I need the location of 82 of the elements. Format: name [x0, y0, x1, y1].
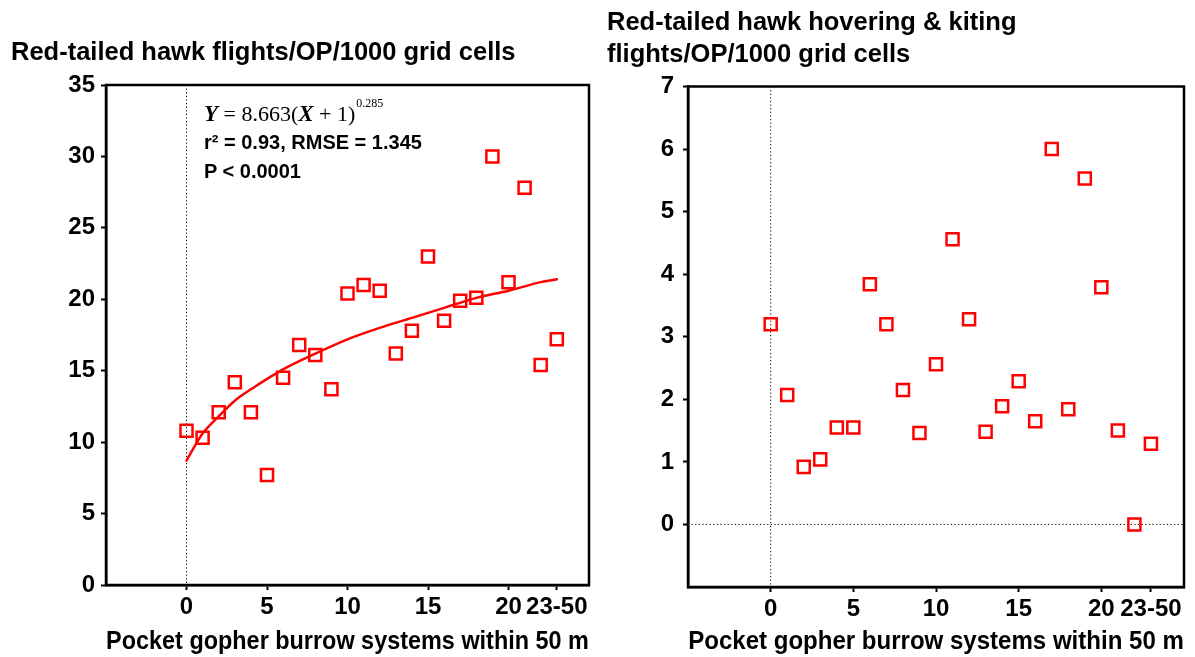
point [1110, 423, 1126, 438]
point [275, 370, 291, 386]
point [259, 467, 275, 483]
point [1094, 280, 1109, 295]
point [340, 286, 355, 301]
point [436, 313, 452, 328]
point [846, 420, 861, 435]
x-tick-label: 10 [334, 592, 361, 620]
point [1061, 402, 1076, 417]
point [1027, 413, 1043, 429]
y-tick-label: 25 [68, 212, 95, 240]
point [195, 430, 210, 446]
point [978, 424, 993, 440]
point [796, 459, 811, 475]
y-tick-label: 0 [81, 569, 95, 597]
point [420, 249, 436, 264]
point [308, 347, 323, 363]
x-tick-label: 5 [846, 594, 861, 622]
y-tick-label: 5 [660, 196, 674, 224]
y-tick-label: 6 [660, 133, 674, 161]
y-tick-label: 4 [660, 258, 675, 286]
point [469, 290, 484, 306]
point [1044, 141, 1059, 157]
x-axis-title: Pocket gopher burrow systems within 50 m [106, 626, 589, 655]
point [1011, 373, 1026, 389]
y-tick-label: 30 [68, 141, 95, 169]
point [179, 423, 194, 438]
y-tick-label: 3 [660, 321, 674, 349]
point [517, 180, 532, 196]
point [945, 231, 960, 247]
point [533, 357, 548, 373]
y-tick-label: 0 [660, 509, 674, 537]
annotation: P < 0.0001 [204, 159, 301, 182]
point [549, 332, 565, 347]
point [452, 293, 468, 308]
point [994, 398, 1010, 414]
y-tick-label: 15 [68, 355, 95, 383]
x-tick-label: 10 [922, 594, 950, 622]
y-tick-label: 35 [68, 69, 95, 97]
point [928, 357, 944, 372]
point [211, 404, 226, 420]
point [1127, 517, 1142, 532]
x-tick-label: 15 [414, 592, 442, 620]
y-tick-label: 2 [660, 383, 674, 411]
y-axis-title: Red-tailed hawk hovering & kiting flights/OP/1000 grid cells [607, 6, 1017, 67]
y-axis-title: Red-tailed hawk flights/OP/1000 grid cells [11, 37, 516, 66]
x-tick-label: 15 [1005, 594, 1033, 622]
point [372, 283, 387, 298]
y-tick-label: 1 [660, 446, 674, 474]
y-tick-label: 20 [68, 283, 95, 311]
point [227, 374, 243, 390]
x-tick-label: 20 [495, 592, 522, 620]
point [404, 323, 420, 338]
point [763, 316, 778, 332]
point [813, 452, 828, 467]
y-tick-label: 7 [660, 71, 674, 99]
x-tick-label: 0 [179, 592, 194, 620]
x-tick-label: 0 [763, 594, 778, 622]
point [1143, 436, 1159, 451]
point [879, 316, 894, 332]
point [388, 346, 404, 361]
point [356, 277, 371, 293]
point [324, 382, 339, 397]
point [961, 311, 977, 327]
y-tick-label: 10 [68, 426, 95, 454]
point [912, 425, 927, 441]
annotation: r² = 0.93, RMSE = 1.345 [204, 131, 422, 154]
point [779, 387, 795, 403]
point [1077, 171, 1093, 186]
point [485, 149, 500, 164]
x-tick-label: 23-50 [1120, 594, 1182, 622]
point [862, 276, 878, 292]
point [895, 382, 911, 398]
x-tick-label: 5 [260, 592, 274, 620]
x-tick-label: 20 [1087, 594, 1115, 622]
point [501, 274, 516, 290]
x-tick-label: 23-50 [526, 592, 588, 620]
y-tick-label: 5 [81, 498, 95, 526]
point [243, 404, 259, 420]
point [291, 337, 307, 353]
x-axis-title: Pocket gopher burrow systems within 50 m [688, 626, 1184, 654]
point [829, 420, 845, 435]
